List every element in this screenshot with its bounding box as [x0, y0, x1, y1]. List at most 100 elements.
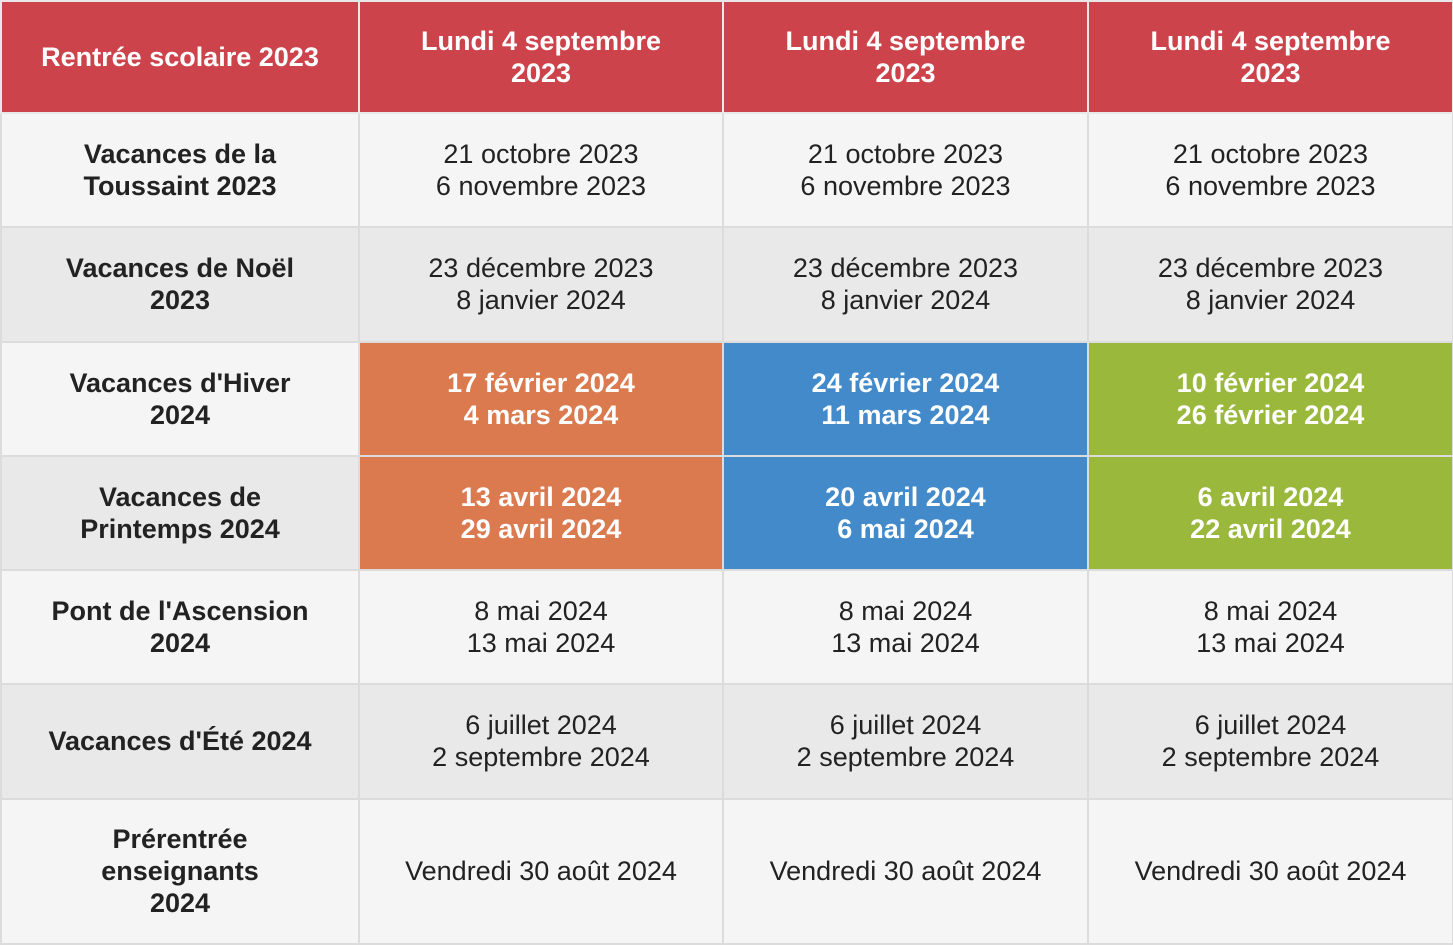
start-date: 8 mai 2024 [1203, 596, 1338, 627]
row-label-line: Vacances de Noël [65, 253, 295, 284]
end-date: 13 mai 2024 [466, 628, 616, 659]
table-row-printemps: Vacances de Printemps 2024 13 avril 2024… [0, 454, 1453, 572]
printemps-zone-2-cell: 20 avril 2024 6 mai 2024 [722, 454, 1089, 572]
row-label-ascension: Pont de l'Ascension 2024 [0, 569, 360, 686]
start-date: 20 avril 2024 [825, 481, 986, 512]
start-date: 21 octobre 2023 [1172, 139, 1369, 170]
start-date: 24 février 2024 [811, 367, 1000, 398]
start-date: 8 mai 2024 [838, 596, 973, 627]
noel-zone-2-cell: 23 décembre 2023 8 janvier 2024 [722, 226, 1089, 343]
header-zone-3-cell: Lundi 4 septembre 2023 [1087, 0, 1453, 114]
row-label-prerentree: Prérentrée enseignants 2024 [0, 797, 360, 945]
noel-zone-3-cell: 23 décembre 2023 8 janvier 2024 [1087, 226, 1453, 343]
end-date: 29 avril 2024 [460, 513, 622, 544]
row-label-line: Vacances d'Été 2024 [48, 726, 312, 757]
row-label-line: 2023 [149, 285, 211, 316]
row-label-line: Vacances de la [83, 139, 277, 170]
printemps-zone-1-cell: 13 avril 2024 29 avril 2024 [358, 454, 724, 572]
header-zone-3-line-2: 2023 [1240, 58, 1301, 88]
end-date: 11 mars 2024 [821, 399, 990, 430]
ete-zone-3-cell: 6 juillet 2024 2 septembre 2024 [1087, 683, 1453, 800]
end-date: 6 mai 2024 [837, 513, 974, 544]
prerentree-zone-1-cell: Vendredi 30 août 2024 [358, 797, 724, 945]
row-label-ete: Vacances d'Été 2024 [0, 683, 360, 800]
table-row-ascension: Pont de l'Ascension 2024 8 mai 2024 13 m… [0, 569, 1453, 686]
start-date: 6 avril 2024 [1197, 481, 1344, 512]
table-body: Vacances de la Toussaint 2023 21 octobre… [0, 111, 1453, 945]
ascension-zone-2-cell: 8 mai 2024 13 mai 2024 [722, 569, 1089, 686]
start-date: 21 octobre 2023 [807, 139, 1004, 170]
ascension-zone-3-cell: 8 mai 2024 13 mai 2024 [1087, 569, 1453, 686]
header-zone-3-line-1: Lundi 4 septembre [1150, 26, 1391, 56]
row-label-line: Vacances d'Hiver [69, 367, 291, 398]
start-date: 13 avril 2024 [460, 481, 622, 512]
ascension-zone-1-cell: 8 mai 2024 13 mai 2024 [358, 569, 724, 686]
toussaint-zone-3-cell: 21 octobre 2023 6 novembre 2023 [1087, 111, 1453, 229]
header-zone-2-line-1: Lundi 4 septembre [785, 26, 1026, 56]
table-row-ete: Vacances d'Été 2024 6 juillet 2024 2 sep… [0, 683, 1453, 800]
end-date: 8 janvier 2024 [456, 285, 626, 316]
end-date: 2 septembre 2024 [796, 742, 1015, 773]
printemps-zone-3-cell: 6 avril 2024 22 avril 2024 [1087, 454, 1453, 572]
prerentree-date: Vendredi 30 août 2024 [405, 856, 677, 887]
end-date: 13 mai 2024 [831, 628, 980, 659]
prerentree-date: Vendredi 30 août 2024 [769, 856, 1042, 887]
end-date: 8 janvier 2024 [820, 285, 991, 316]
header-zone-1-cell: Lundi 4 septembre 2023 [358, 0, 724, 114]
row-label-line: 2024 [149, 628, 211, 659]
hiver-zone-3-cell: 10 février 2024 26 février 2024 [1087, 340, 1453, 457]
end-date: 6 novembre 2023 [435, 171, 647, 202]
row-label-printemps: Vacances de Printemps 2024 [0, 454, 360, 572]
table-row-noel: Vacances de Noël 2023 23 décembre 2023 8… [0, 226, 1453, 343]
header-row: Rentrée scolaire 2023 Lundi 4 septembre … [0, 0, 1453, 114]
prerentree-zone-3-cell: Vendredi 30 août 2024 [1087, 797, 1453, 945]
table-row-hiver: Vacances d'Hiver 2024 17 février 2024 4 … [0, 340, 1453, 457]
end-date: 4 mars 2024 [463, 399, 619, 430]
row-label-hiver: Vacances d'Hiver 2024 [0, 340, 360, 457]
toussaint-zone-2-cell: 21 octobre 2023 6 novembre 2023 [722, 111, 1089, 229]
header-zone-1-line-1: Lundi 4 septembre [420, 26, 662, 56]
hiver-zone-2-cell: 24 février 2024 11 mars 2024 [722, 340, 1089, 457]
start-date: 23 décembre 2023 [792, 253, 1019, 284]
table-row-prerentree: Prérentrée enseignants 2024 Vendredi 30 … [0, 797, 1453, 945]
row-label-line: Vacances de [98, 481, 262, 512]
start-date: 6 juillet 2024 [465, 710, 617, 741]
row-label-line: Pont de l'Ascension [51, 596, 309, 627]
start-date: 8 mai 2024 [474, 596, 608, 627]
row-label-noel: Vacances de Noël 2023 [0, 226, 360, 343]
header-corner-cell: Rentrée scolaire 2023 [0, 0, 360, 114]
end-date: 8 janvier 2024 [1185, 285, 1356, 316]
end-date: 6 novembre 2023 [1165, 171, 1376, 202]
end-date: 2 septembre 2024 [432, 742, 650, 773]
prerentree-zone-2-cell: Vendredi 30 août 2024 [722, 797, 1089, 945]
hiver-zone-1-cell: 17 février 2024 4 mars 2024 [358, 340, 724, 457]
toussaint-zone-1-cell: 21 octobre 2023 6 novembre 2023 [358, 111, 724, 229]
end-date: 2 septembre 2024 [1161, 742, 1380, 773]
start-date: 23 décembre 2023 [428, 253, 654, 284]
ete-zone-1-cell: 6 juillet 2024 2 septembre 2024 [358, 683, 724, 800]
start-date: 6 juillet 2024 [1194, 710, 1347, 741]
row-label-line: 2024 [149, 888, 211, 919]
start-date: 21 octobre 2023 [443, 139, 639, 170]
end-date: 13 mai 2024 [1196, 628, 1345, 659]
end-date: 26 février 2024 [1176, 399, 1365, 430]
ete-zone-2-cell: 6 juillet 2024 2 septembre 2024 [722, 683, 1089, 800]
end-date: 6 novembre 2023 [800, 171, 1011, 202]
prerentree-date: Vendredi 30 août 2024 [1134, 856, 1407, 887]
row-label-line: Prérentrée [112, 824, 248, 855]
start-date: 23 décembre 2023 [1157, 253, 1384, 284]
header-zone-2-line-2: 2023 [875, 58, 936, 88]
row-label-line: Printemps 2024 [80, 513, 280, 544]
start-date: 6 juillet 2024 [829, 710, 982, 741]
noel-zone-1-cell: 23 décembre 2023 8 janvier 2024 [358, 226, 724, 343]
row-label-line: enseignants [101, 856, 259, 887]
row-label-line: 2024 [149, 399, 211, 430]
start-date: 10 février 2024 [1176, 367, 1365, 398]
header-zone-2-cell: Lundi 4 septembre 2023 [722, 0, 1089, 114]
table-header: Rentrée scolaire 2023 Lundi 4 septembre … [0, 0, 1453, 114]
row-label-toussaint: Vacances de la Toussaint 2023 [0, 111, 360, 229]
row-label-line: Toussaint 2023 [83, 171, 277, 202]
end-date: 22 avril 2024 [1190, 513, 1351, 544]
table-row-toussaint: Vacances de la Toussaint 2023 21 octobre… [0, 111, 1453, 229]
